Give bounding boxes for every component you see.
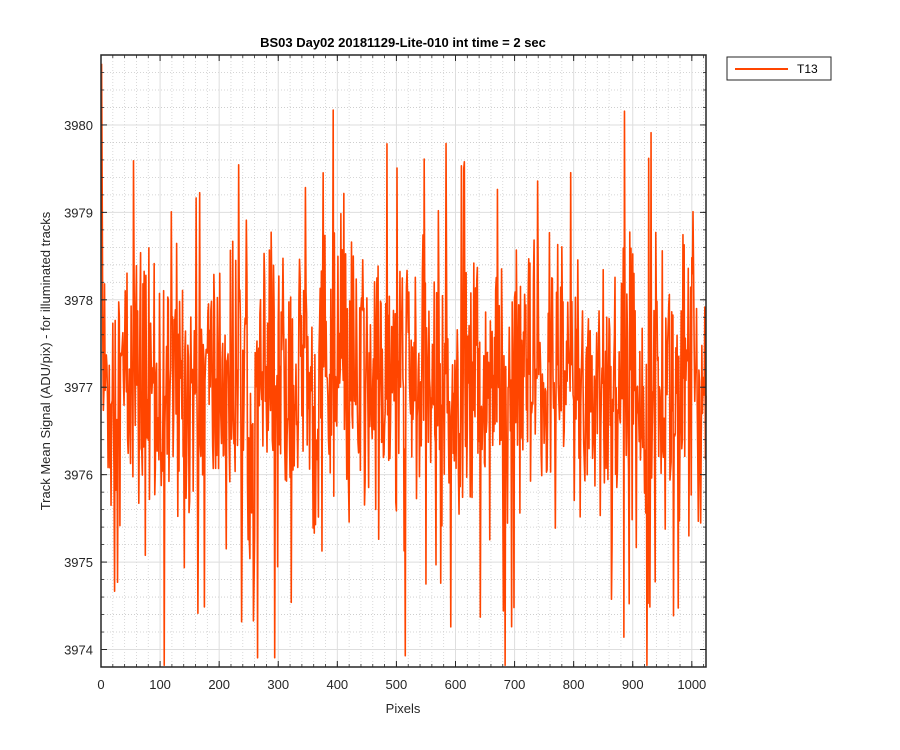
x-tick-label: 1000 bbox=[677, 677, 706, 692]
chart-title: BS03 Day02 20181129-Lite-010 int time = … bbox=[260, 35, 546, 50]
x-tick-label: 600 bbox=[445, 677, 467, 692]
x-tick-label: 900 bbox=[622, 677, 644, 692]
x-tick-label: 0 bbox=[97, 677, 104, 692]
series-lines bbox=[100, 63, 707, 667]
x-tick-label: 400 bbox=[326, 677, 348, 692]
y-axis-label: Track Mean Signal (ADU/pix) - for illumi… bbox=[38, 211, 53, 510]
y-tick-label: 3976 bbox=[64, 468, 93, 483]
series-line-t13 bbox=[100, 63, 707, 667]
y-tick-label: 3978 bbox=[64, 293, 93, 308]
y-tick-label: 3975 bbox=[64, 555, 93, 570]
y-tick-label: 3980 bbox=[64, 118, 93, 133]
x-tick-label: 100 bbox=[149, 677, 171, 692]
x-tick-label: 700 bbox=[504, 677, 526, 692]
y-tick-label: 3979 bbox=[64, 205, 93, 220]
legend-entry-t13: T13 bbox=[797, 62, 818, 76]
axes-box bbox=[100, 54, 707, 668]
x-tick-label: 300 bbox=[267, 677, 289, 692]
x-tick-label: 800 bbox=[563, 677, 585, 692]
ticks: 0 100 200 300 400 500 600 700 800 900 1000 3974 3975… bbox=[64, 55, 706, 692]
y-tick-label: 3977 bbox=[64, 380, 93, 395]
x-axis-label: Pixels bbox=[386, 701, 421, 716]
x-tick-label: 500 bbox=[386, 677, 408, 692]
y-tick-label: 3974 bbox=[64, 643, 93, 658]
x-tick-label: 200 bbox=[208, 677, 230, 692]
legend[interactable]: T13 bbox=[726, 56, 832, 81]
